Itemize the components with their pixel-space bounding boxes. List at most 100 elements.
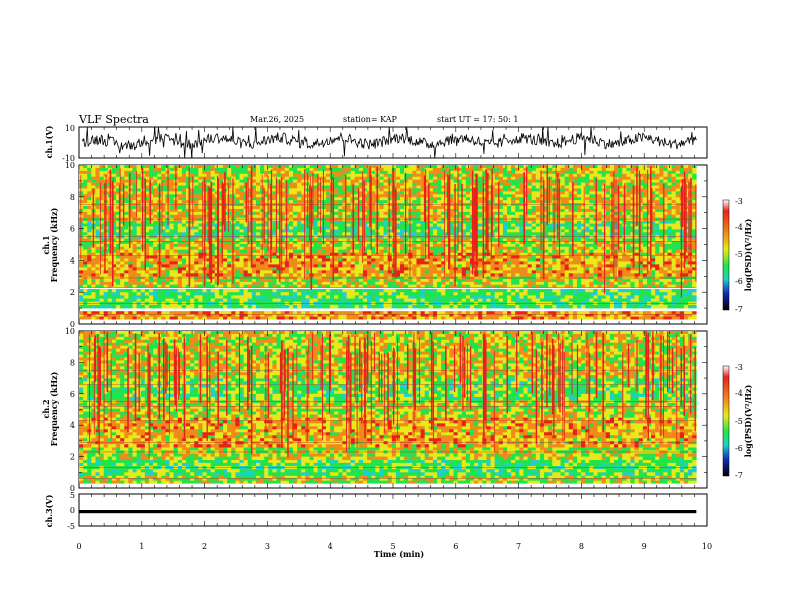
spectrogram-cell [535,220,541,224]
spectrogram-cell [243,255,249,259]
spectrogram-cell [387,249,393,253]
spectrogram-cell [642,258,648,262]
spectrogram-cell [124,264,129,268]
spectrogram-cell [321,258,327,262]
spectrogram-cell [120,316,125,320]
spectrogram-cell [239,249,244,253]
spectrogram-cell [330,252,335,256]
spectrogram-cell [293,238,298,242]
ch1-ytick-top: 10 [65,124,75,133]
spectrogram-cell [91,185,96,189]
spectrogram-cell [548,226,553,230]
spectrogram-cell [437,241,442,245]
spectrogram-cell [387,255,393,259]
spectrogram-cell [581,264,586,268]
spectrogram-cell [288,252,294,256]
spectrogram-cell [474,295,479,299]
spectrogram-cell [478,241,483,245]
spectrogram-cell [519,304,524,309]
spectrogram-cell [309,311,314,315]
spectrogram-cell [83,252,88,256]
spectrogram-cell [494,273,500,277]
spectrogram-cell [120,295,125,299]
spectrogram-cell [334,223,339,227]
spectrogram-cell [671,267,677,271]
spectrogram-cell [675,255,681,259]
spectrogram-cell [198,289,203,293]
spectrogram-cell [441,226,446,230]
spectrogram-cell [346,267,351,271]
spectrogram-cell [642,270,648,274]
spectrogram-cell [539,264,545,268]
spectrogram-cell [173,313,179,317]
spectrogram-cell [206,258,211,262]
spectrogram-cell [428,238,434,242]
spectrogram-cell [502,249,508,253]
spectrogram-cell [301,292,306,296]
spectrogram-cell [367,226,372,230]
spectrogram-cell [227,261,232,265]
spectrogram-cell [358,270,364,274]
spectrogram-cell [556,243,561,248]
spectrogram-cell [523,289,528,293]
spectrogram-cell [618,243,623,248]
spectrogram-cell [334,243,339,248]
spectrogram-cell [330,255,335,259]
spectrogram-cell [502,229,508,233]
spectrogram-cell [325,292,331,296]
spectrogram-cell [301,261,306,265]
spectrogram-cell [622,261,627,265]
spectrogram-cell [581,267,586,271]
spectrogram-cell [646,281,652,285]
spectrogram-cell [313,261,318,265]
spectrogram-cell [478,298,483,303]
spectrogram-cell [165,249,170,253]
spectrogram-cell [502,311,508,315]
spectrogram-cell [367,295,372,299]
spectrogram-cell [87,249,92,253]
spectrogram-cell [424,284,430,288]
spectrogram-cell [120,279,125,283]
spectrogram-cell [128,261,133,265]
spectrogram-cell [255,258,261,262]
spectrogram-cell [614,292,619,296]
spectrogram-cell [437,220,442,224]
spectrogram-cell [671,304,677,309]
spectrogram-cell [692,255,697,259]
spectrogram-cell [659,304,664,309]
spectrogram-cell [519,226,524,230]
spectrogram-cell [280,220,286,224]
spectrogram-cell [387,284,393,288]
spectrogram-cell [461,273,467,277]
spectrogram-cell [342,243,347,248]
spectrogram-cell [367,289,372,293]
spectrogram-cell [400,264,405,268]
spectrogram-cell [140,252,146,256]
spectrogram-cell [223,284,228,288]
spectrogram-cell [128,241,133,245]
spectrogram-cell [609,284,615,288]
spectrogram-cell [638,279,644,283]
spectrogram-cell [457,311,463,315]
spectrogram-cell [91,292,96,296]
spectrogram-cell [535,284,541,288]
spectrogram-cell [412,281,417,285]
spectrogram-cell [655,252,660,256]
spectrogram-cell [87,238,92,242]
spectrogram-cell [301,313,306,317]
spectrogram-cell [153,232,158,236]
spectrogram-cell [576,267,582,271]
spectrogram-cell [330,273,335,277]
spectrogram-cell [136,241,142,245]
spectrogram-cell [572,223,578,227]
spectrogram-cell [120,238,125,242]
spectrogram-cell [482,241,487,245]
spectrogram-cell [387,252,393,256]
spectrogram-cell [544,241,549,245]
spectrogram-cell [367,249,372,253]
spectrogram-cell [564,316,570,320]
spectrogram-cell [255,270,261,274]
spectrogram-cell [280,264,286,268]
spectrogram-cell [486,238,491,242]
spectrogram-cell [675,316,681,320]
